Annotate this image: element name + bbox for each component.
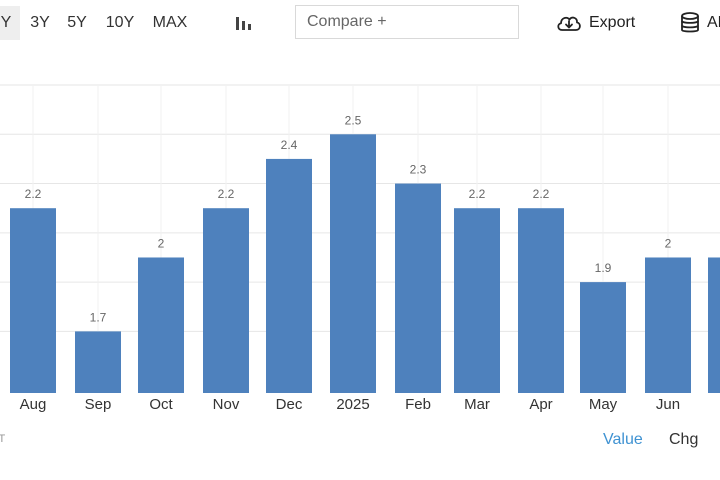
range-button-5y[interactable]: 5Y: [67, 14, 87, 31]
bar[interactable]: [708, 257, 720, 393]
compare-input[interactable]: [295, 5, 519, 39]
export-label: Export: [589, 14, 636, 31]
bar[interactable]: [454, 208, 500, 393]
bars: [10, 134, 720, 393]
x-tick-label: Jun: [656, 396, 680, 413]
bar[interactable]: [580, 282, 626, 393]
data-label: 2.2: [218, 187, 235, 201]
x-tick-label: Oct: [149, 396, 173, 413]
x-tick-label: Aug: [20, 396, 47, 413]
x-axis-labels: Aug Sep Oct Nov Dec 2025 Feb Mar Apr May Jun: [20, 396, 680, 413]
x-tick-label: Sep: [85, 396, 112, 413]
source-label: AT: [0, 433, 6, 445]
data-label: 2.2: [533, 187, 550, 201]
data-label: 2.3: [410, 163, 427, 177]
x-tick-label: May: [589, 396, 618, 413]
database-icon: [681, 12, 699, 33]
data-label: 1.9: [595, 261, 612, 275]
x-tick-label: 2025: [336, 396, 369, 413]
bar[interactable]: [330, 134, 376, 393]
x-tick-label: Apr: [529, 396, 552, 413]
value-view-button[interactable]: Value: [603, 431, 643, 448]
data-label: 2: [158, 236, 165, 250]
data-labels: 2.2 1.7 2 2.2 2.4 2.5 2.3 2.2 2.2 1.9 2: [25, 113, 672, 324]
x-tick-label: Mar: [464, 396, 490, 413]
data-label: 1.7: [90, 310, 107, 324]
bar-chart-icon[interactable]: [232, 12, 254, 34]
bar[interactable]: [266, 158, 312, 393]
api-button[interactable]: AP: [677, 8, 720, 38]
x-tick-label: Dec: [276, 396, 303, 413]
bar[interactable]: [75, 331, 121, 393]
range-button-3y[interactable]: 3Y: [30, 14, 50, 31]
range-button-10y[interactable]: 10Y: [105, 14, 135, 31]
range-button-1y[interactable]: Y: [0, 6, 20, 40]
x-tick-label: Feb: [405, 396, 431, 413]
data-label: 2.5: [345, 113, 362, 127]
chg-view-button[interactable]: Chg: [669, 431, 699, 448]
bar[interactable]: [395, 183, 441, 393]
toolbar: Y 3Y 5Y 10Y MAX Export AP: [0, 0, 720, 46]
cloud-download-icon: [557, 16, 581, 31]
range-button-max[interactable]: MAX: [152, 14, 188, 31]
api-label: AP: [707, 14, 720, 31]
data-label: 2.2: [25, 187, 42, 201]
data-label: 2: [665, 236, 672, 250]
bar[interactable]: [203, 208, 249, 393]
bar[interactable]: [138, 257, 184, 393]
data-label: 2.4: [281, 138, 298, 152]
data-label: 2.2: [469, 187, 486, 201]
bar-chart: 2.2 1.7 2 2.2 2.4 2.5 2.3 2.2 2.2 1.9 2 Aug Sep Oct N…: [0, 84, 720, 413]
bar[interactable]: [10, 208, 56, 393]
bar[interactable]: [645, 257, 691, 393]
x-tick-label: Nov: [213, 396, 240, 413]
bar[interactable]: [518, 208, 564, 393]
